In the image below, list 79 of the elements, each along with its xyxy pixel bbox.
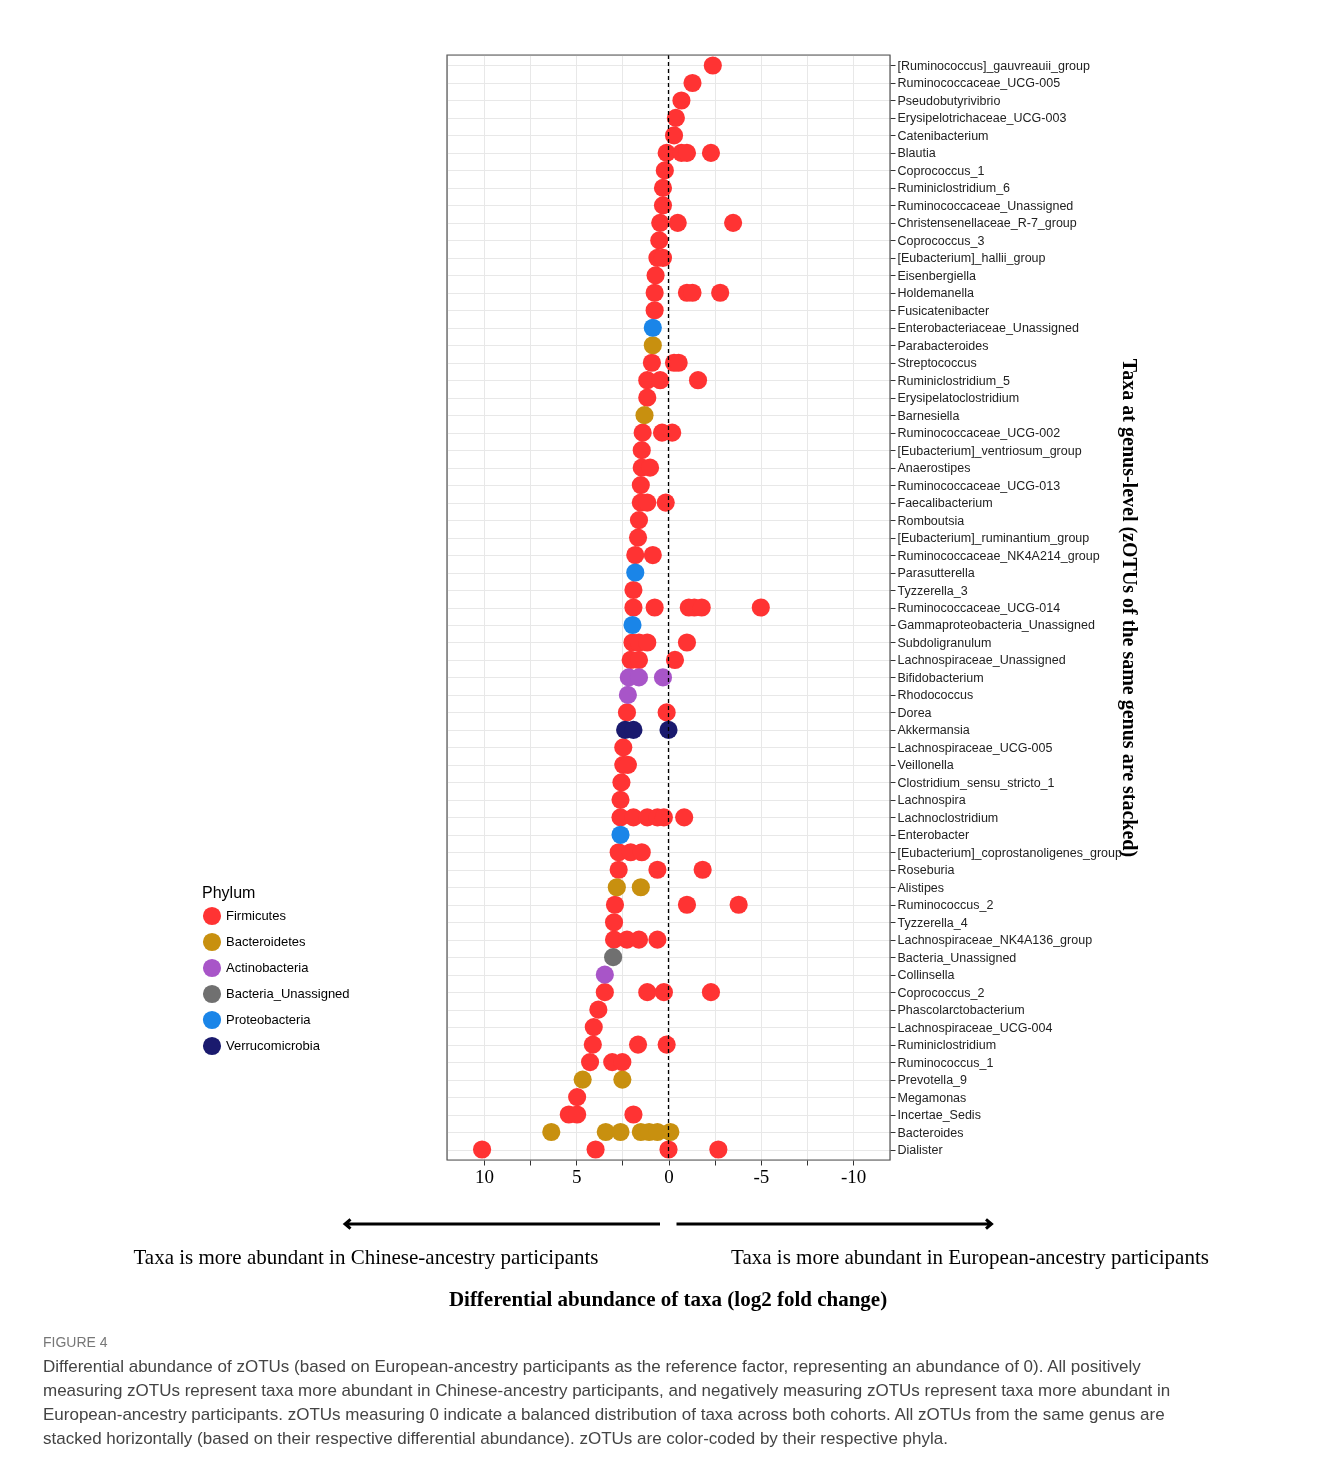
caption: FIGURE 4 bbox=[43, 1334, 108, 1350]
y-tick-label: Christensenellaceae_R-7_group bbox=[897, 216, 1077, 231]
y-tick-label: Parabacteroides bbox=[897, 338, 989, 353]
y-tick-label: Akkermansia bbox=[897, 723, 970, 738]
y-tick-label: Erysipelotrichaceae_UCG-003 bbox=[897, 111, 1067, 126]
y-tick-label: Dorea bbox=[897, 705, 932, 720]
y-tick-label: Lachnospiraceae_NK4A136_group bbox=[897, 933, 1093, 948]
y-tick-label: Veillonella bbox=[897, 758, 954, 773]
y-tick-label: [Ruminococcus]_gauvreauii_group bbox=[897, 58, 1091, 73]
y-tick-label: Collinsella bbox=[897, 968, 955, 983]
y-tick-label: Ruminiclostridium_6 bbox=[897, 181, 1011, 196]
legend-label: Verrucomicrobia bbox=[226, 1038, 321, 1053]
y-tick-label: Bacteroides bbox=[897, 1125, 964, 1140]
y-tick-label: Eisenbergiella bbox=[897, 268, 977, 283]
y-tick-label: Faecalibacterium bbox=[897, 496, 993, 511]
x-tick-label: -5 bbox=[753, 1165, 770, 1187]
y-tick-label: Subdoligranulum bbox=[897, 635, 992, 650]
text: Differential abundance of taxa (log2 fold change) bbox=[448, 1287, 888, 1311]
y-tick-label: Roseburia bbox=[897, 863, 955, 878]
y-tick-label: Ruminococcaceae_UCG-013 bbox=[897, 478, 1061, 493]
y-tick-label: Megamonas bbox=[897, 1090, 967, 1105]
y-tick-label: Lachnospiraceae_Unassigned bbox=[897, 653, 1066, 668]
y-tick-label: Romboutsia bbox=[897, 513, 965, 528]
y-tick-label: Erysipelatoclostridium bbox=[897, 391, 1020, 406]
legend-label: Firmicutes bbox=[226, 908, 287, 923]
x-tick-label: 5 bbox=[571, 1165, 582, 1187]
legend-label: Actinobacteria bbox=[226, 960, 310, 975]
y-tick-label: Ruminococcus_2 bbox=[897, 898, 994, 913]
y-tick-label: [Eubacterium]_ventriosum_group bbox=[897, 443, 1082, 458]
y-tick-label: Lachnospira bbox=[897, 793, 966, 808]
y-tick-label: Ruminococcaceae_UCG-014 bbox=[897, 601, 1061, 615]
y-tick-label: Lachnospiraceae_UCG-005 bbox=[897, 740, 1053, 755]
text: Taxa is more abundant in Chinese-ancestry participants bbox=[133, 1245, 599, 1269]
legend-label: Bacteria_Unassigned bbox=[226, 986, 350, 1001]
y-tick-label: Anaerostipes bbox=[897, 461, 971, 476]
y-tick-label: Coprococcus_2 bbox=[897, 985, 985, 1000]
y-tick-label: Ruminococcus_1 bbox=[897, 1055, 994, 1070]
y-tick-label: Ruminococcaceae_NK4A214_group bbox=[897, 548, 1100, 563]
y-tick-label: Ruminococcaceae_Unassigned bbox=[897, 198, 1074, 213]
y-tick-label: Dialister bbox=[897, 1143, 943, 1158]
y-tick-label: Phascolarctobacterium bbox=[897, 1003, 1025, 1018]
y-tick-label: Lachnospiraceae_UCG-004 bbox=[897, 1020, 1053, 1035]
y-tick-label: [Eubacterium]_ruminantium_group bbox=[897, 531, 1090, 546]
y-tick-label: Prevotella_9 bbox=[897, 1073, 968, 1088]
legend-label: Proteobacteria bbox=[226, 1012, 312, 1027]
y-tick-label: Pseudobutyrivibrio bbox=[897, 93, 1001, 108]
y-tick-label: Barnesiella bbox=[897, 408, 960, 423]
y-tick-label: Tyzzerella_4 bbox=[897, 915, 968, 930]
y-tick-label: Ruminiclostridium bbox=[897, 1038, 997, 1053]
legend-title: Phylum bbox=[202, 884, 256, 901]
y-tick-label: Ruminococcaceae_UCG-005 bbox=[897, 76, 1061, 91]
y-tick-label: Alistipes bbox=[897, 880, 945, 895]
y-tick-label: [Eubacterium]_hallii_group bbox=[897, 251, 1046, 266]
y-tick-label: Tyzzerella_3 bbox=[897, 583, 968, 598]
y-tick-label: Ruminococcaceae_UCG-002 bbox=[897, 426, 1061, 441]
y-tick-label: Gammaproteobacteria_Unassigned bbox=[897, 618, 1095, 633]
y-tick-label: Clostridium_sensu_stricto_1 bbox=[897, 775, 1055, 790]
y-tick-label: Enterobacter bbox=[897, 828, 970, 843]
text: Taxa is more abundant in European-ancestry participants bbox=[731, 1245, 1209, 1269]
y-tick-label: Blautia bbox=[897, 146, 936, 161]
x-tick-label: -10 bbox=[840, 1165, 867, 1187]
x-tick-label: 0 bbox=[664, 1165, 674, 1187]
y-tick-label: Lachnoclostridium bbox=[897, 810, 999, 825]
y-tick-label: Parasutterella bbox=[897, 566, 975, 581]
y-tick-label: Holdemanella bbox=[897, 286, 974, 301]
y-tick-label: Incertae_Sedis bbox=[897, 1108, 981, 1123]
text: Differential abundance of zOTUs (based on European-ancestry participants as the reference factor, representing an abundance of 0). All positively measuring zOTUs represent taxa more abundant in Chinese-ancestry participants, and negatively measuring zOTUs represent taxa more abundant in European-ancestry participants. zOTUs measuring 0 indicate a balanced distribution of taxa across both cohorts. All zOTUs from the same genus are stacked horizontally (based on their respective differential abundance). zOTUs are color-coded by their respective phyla. bbox=[43, 1357, 1171, 1448]
y-tick-label: Coprococcus_1 bbox=[897, 163, 985, 178]
y-tick-label: Bacteria_Unassigned bbox=[897, 950, 1017, 965]
y-tick-label: Bifidobacterium bbox=[897, 670, 984, 685]
y-tick-label: Fusicatenibacter bbox=[897, 303, 990, 318]
y-tick-label: Streptococcus bbox=[897, 356, 977, 371]
y-tick-label: Enterobacteriaceae_Unassigned bbox=[897, 321, 1079, 336]
x-tick-label: 10 bbox=[474, 1165, 494, 1187]
y-tick-label: Ruminiclostridium_5 bbox=[897, 373, 1011, 388]
y-tick-label: Coprococcus_3 bbox=[897, 233, 985, 248]
y-tick-label: Rhodococcus bbox=[897, 688, 974, 703]
y-tick-label: Catenibacterium bbox=[897, 128, 989, 143]
legend-label: Bacteroidetes bbox=[226, 934, 306, 949]
